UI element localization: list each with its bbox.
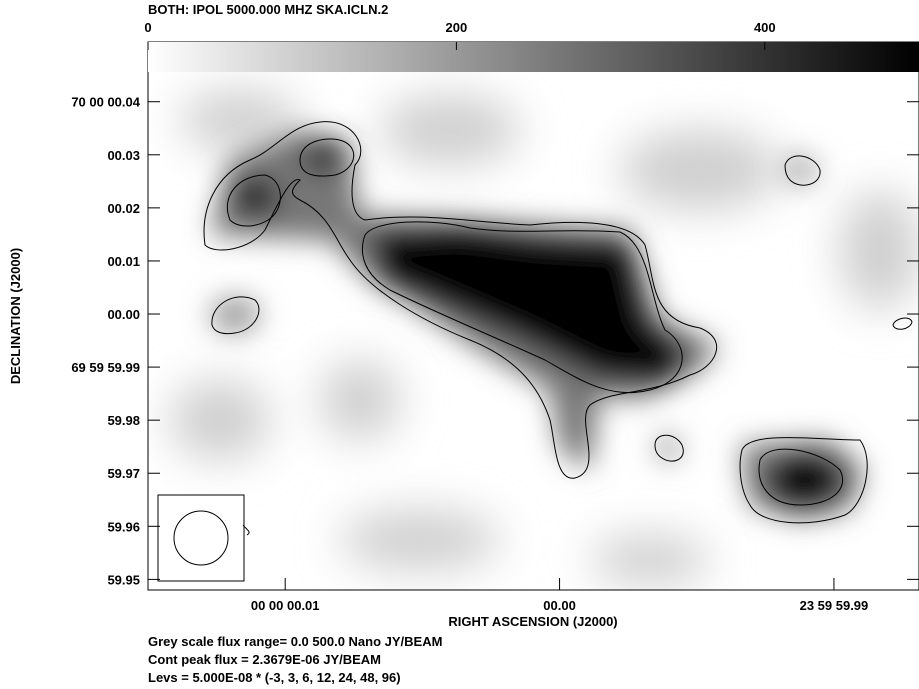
note: Grey scale flux range= 0.0 500.0 Nano JY… — [148, 634, 442, 649]
note: Cont peak flux = 2.3679E-06 JY/BEAM — [148, 652, 381, 667]
x-tick-label: 23 59 59.99 — [800, 598, 869, 613]
x-tick-label: 00 00 00.01 — [251, 598, 320, 613]
y-tick-label: 70 00 00.04 — [71, 95, 140, 110]
image — [148, 72, 919, 590]
y-axis-label: DECLINATION (J2000) — [8, 248, 23, 384]
x-axis-label: RIGHT ASCENSION (J2000) — [448, 614, 617, 629]
colorbar-tick-label: 400 — [754, 20, 776, 35]
y-tick-label: 00.03 — [107, 148, 140, 163]
y-tick-label: 59.95 — [107, 572, 140, 587]
y-tick-label: 59.98 — [107, 413, 140, 428]
x-tick-label: 00.00 — [543, 598, 576, 613]
chart-title: BOTH: IPOL 5000.000 MHZ SKA.ICLN.2 — [148, 2, 388, 17]
y-tick-label: 00.00 — [107, 307, 140, 322]
y-tick-label: 00.02 — [107, 201, 140, 216]
colorbar — [148, 42, 919, 72]
y-tick-label: 69 59 59.99 — [71, 360, 140, 375]
note: Levs = 5.000E-08 * (-3, 3, 6, 12, 24, 48… — [148, 670, 401, 685]
colorbar-tick-label: 0 — [144, 20, 151, 35]
y-tick-label: 59.96 — [107, 519, 140, 534]
colorbar-tick-label: 200 — [446, 20, 468, 35]
y-tick-label: 00.01 — [107, 254, 140, 269]
y-tick-label: 59.97 — [107, 466, 140, 481]
beam-box — [157, 494, 250, 582]
